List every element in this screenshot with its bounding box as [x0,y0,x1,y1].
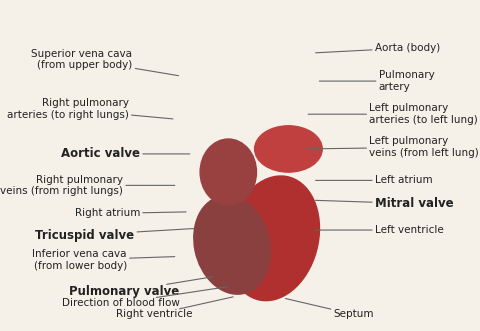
Text: Right pulmonary
arteries (to right lungs): Right pulmonary arteries (to right lungs… [7,98,173,120]
Text: Right pulmonary
veins (from right lungs): Right pulmonary veins (from right lungs) [0,174,175,196]
Text: Right ventricle: Right ventricle [116,297,233,319]
Text: Direction of blood flow: Direction of blood flow [61,287,228,308]
Text: Mitral valve: Mitral valve [316,197,454,210]
Text: Aorta (body): Aorta (body) [316,43,440,53]
Ellipse shape [194,196,270,294]
Text: Inferior vena cava
(from lower body): Inferior vena cava (from lower body) [32,249,175,271]
Text: Left atrium: Left atrium [316,175,432,185]
Text: Right atrium: Right atrium [74,209,186,218]
Text: Superior vena cava
(from upper body): Superior vena cava (from upper body) [32,49,179,76]
Text: Tricuspid valve: Tricuspid valve [35,228,193,242]
Text: Left ventricle: Left ventricle [316,225,444,235]
Ellipse shape [254,126,322,172]
Text: Pulmonary valve: Pulmonary valve [69,277,213,298]
Ellipse shape [200,139,256,205]
Text: Pulmonary
artery: Pulmonary artery [319,70,434,92]
Text: Left pulmonary
veins (from left lung): Left pulmonary veins (from left lung) [308,136,479,158]
Text: Septum: Septum [286,299,374,319]
Text: Aortic valve: Aortic valve [61,147,190,161]
Ellipse shape [228,176,320,301]
Text: Left pulmonary
arteries (to left lung): Left pulmonary arteries (to left lung) [308,103,478,125]
